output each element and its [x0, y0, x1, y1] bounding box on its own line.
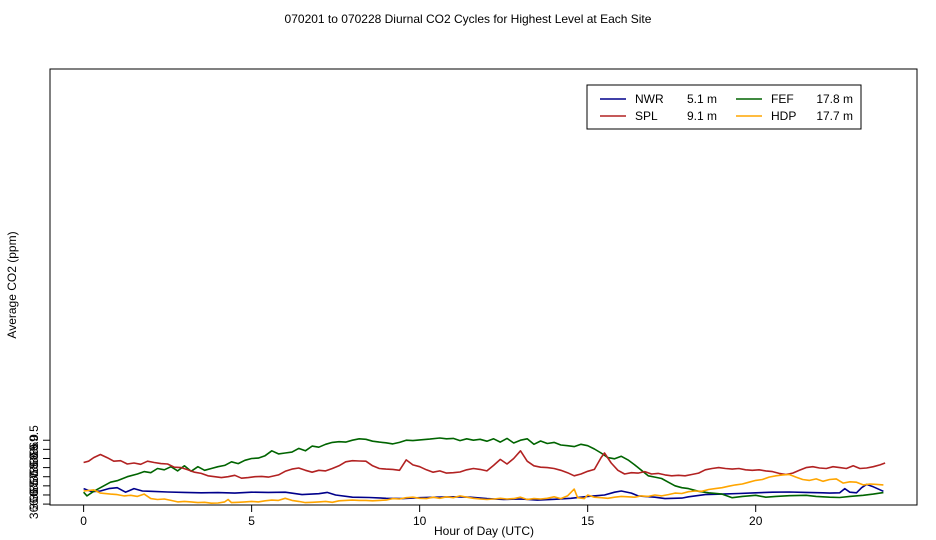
chart-title: 070201 to 070228 Diurnal CO2 Cycles for …: [285, 12, 652, 26]
legend-height-hdp: 17.7 m: [816, 109, 853, 123]
x-tick-label: 10: [413, 514, 427, 528]
legend-label-nwr: NWR: [635, 92, 664, 106]
y-tick-label: 369.5: [27, 425, 41, 455]
x-axis: 0 5 10 15 20: [80, 504, 763, 528]
legend-height-spl: 9.1 m: [687, 109, 717, 123]
series-line-hdp: [83, 473, 884, 504]
series-layer: [83, 437, 886, 504]
legend-label-spl: SPL: [635, 109, 658, 123]
y-axis-label: Average CO2 (ppm): [5, 231, 19, 338]
series-line-spl: [83, 450, 886, 479]
legend-height-nwr: 5.1 m: [687, 92, 717, 106]
legend-box: [586, 84, 862, 130]
x-axis-label: Hour of Day (UTC): [434, 524, 534, 538]
y-tick-label: 368.5: [27, 443, 41, 473]
y-tick-label: 367.0: [27, 471, 41, 501]
x-tick-label: 15: [581, 514, 595, 528]
x-tick-label: 5: [248, 514, 255, 528]
plot-area: [49, 68, 918, 506]
legend-label-hdp: HDP: [771, 109, 796, 123]
y-tick-label: 367.5: [27, 461, 41, 491]
y-tick-label: 366.0: [27, 489, 41, 519]
x-tick-label: 20: [749, 514, 763, 528]
legend-height-fef: 17.8 m: [816, 92, 853, 106]
x-tick-label: 0: [80, 514, 87, 528]
y-tick-label: 368.0: [27, 452, 41, 482]
legend: NWR 5.1 m FEF 17.8 m SPL 9.1 m HDP 17.7 m: [586, 84, 862, 130]
series-line-fef: [83, 437, 884, 499]
y-tick-label: 369.0: [27, 434, 41, 464]
legend-label-fef: FEF: [771, 92, 794, 106]
y-tick-label: 366.5: [27, 480, 41, 510]
